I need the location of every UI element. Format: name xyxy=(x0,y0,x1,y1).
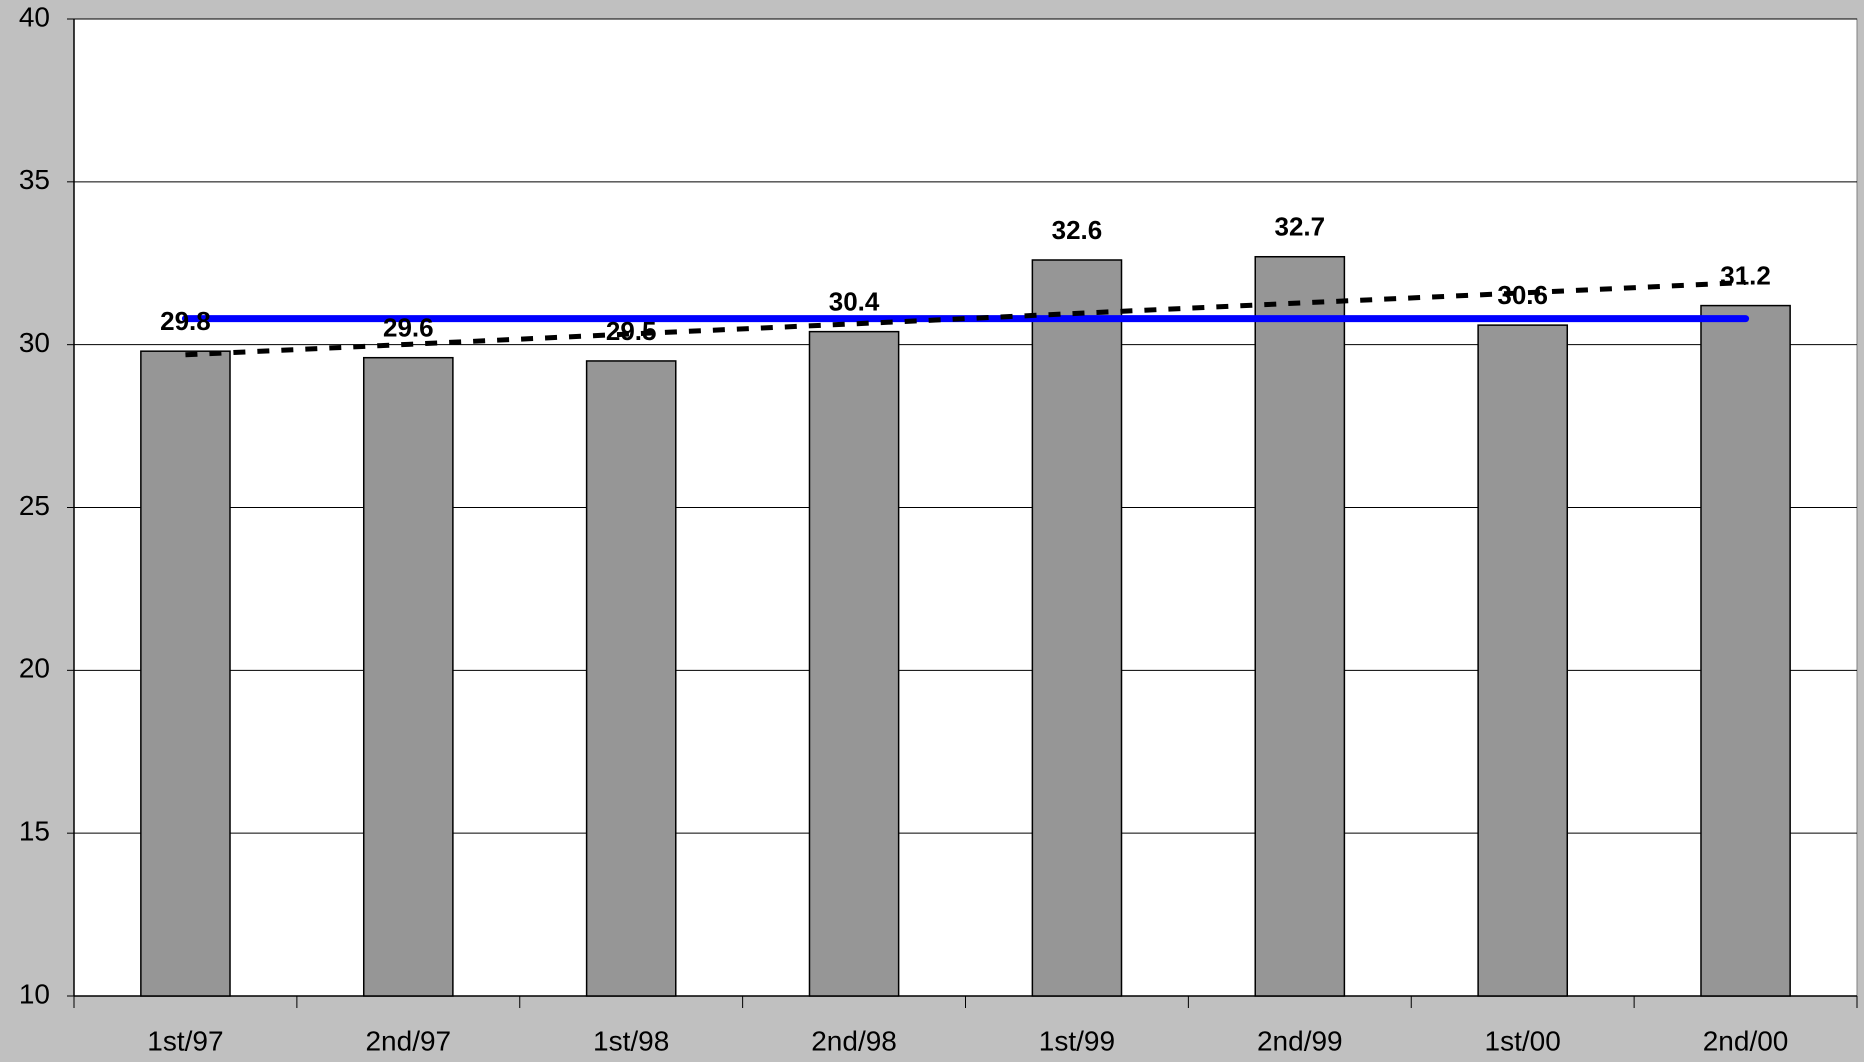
y-tick-label: 20 xyxy=(19,653,50,684)
bar xyxy=(1700,304,1791,997)
bar xyxy=(585,360,677,997)
y-tick-label: 40 xyxy=(19,1,50,32)
x-tick-label: 1st/00 xyxy=(1485,1025,1561,1056)
y-tick-label: 10 xyxy=(19,978,50,1009)
y-tick-label: 15 xyxy=(19,816,50,847)
x-tick-label: 1st/98 xyxy=(593,1025,669,1056)
x-tick-label: 2nd/98 xyxy=(811,1025,897,1056)
bar xyxy=(1254,255,1346,997)
data-label: 32.6 xyxy=(1052,215,1103,245)
bar xyxy=(362,356,454,997)
y-tick-label: 35 xyxy=(19,164,50,195)
y-tick-label: 25 xyxy=(19,490,50,521)
bar xyxy=(1477,324,1569,997)
data-label: 29.8 xyxy=(160,306,211,336)
data-label: 29.6 xyxy=(383,313,434,343)
data-label: 30.4 xyxy=(829,287,880,317)
x-tick-label: 2nd/00 xyxy=(1703,1025,1789,1056)
data-label: 31.2 xyxy=(1720,260,1771,290)
data-label: 32.7 xyxy=(1275,212,1326,242)
trend-line xyxy=(185,279,1746,358)
x-tick-label: 1st/97 xyxy=(147,1025,223,1056)
bar xyxy=(808,330,900,997)
x-tick-label: 1st/99 xyxy=(1039,1025,1115,1056)
bar xyxy=(1031,259,1123,997)
x-tick-label: 2nd/97 xyxy=(365,1025,451,1056)
y-tick-label: 30 xyxy=(19,327,50,358)
data-label: 29.5 xyxy=(606,316,657,346)
bar xyxy=(140,350,231,997)
x-tick-label: 2nd/99 xyxy=(1257,1025,1343,1056)
data-label: 30.6 xyxy=(1497,280,1548,310)
